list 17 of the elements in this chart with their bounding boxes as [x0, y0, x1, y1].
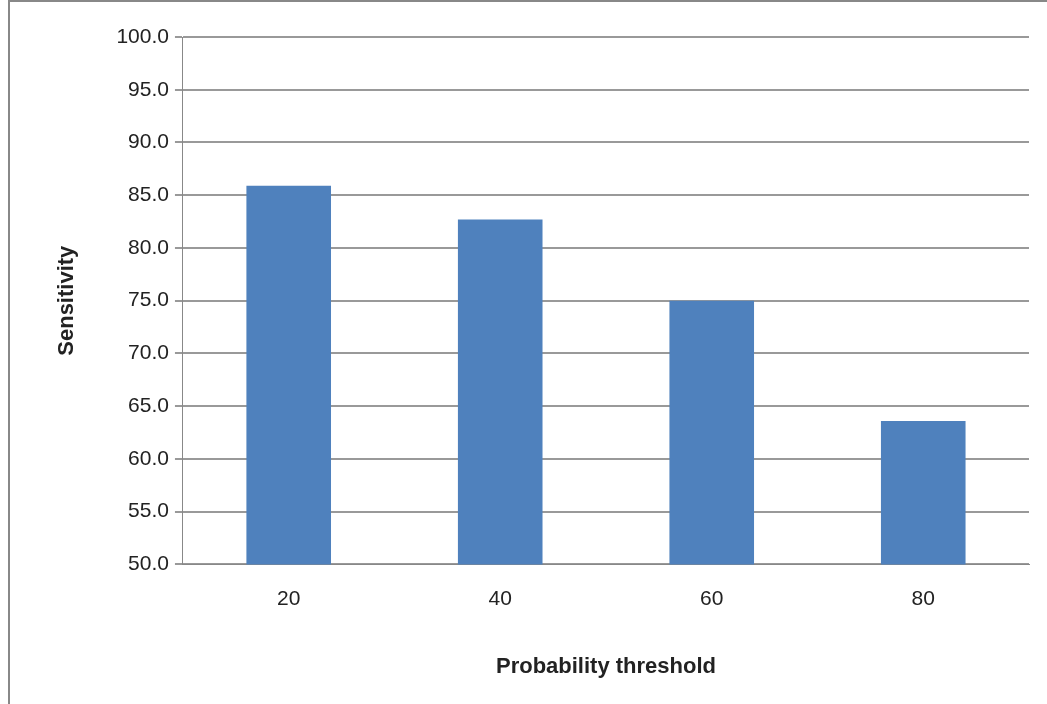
- y-tick-label: 70.0: [128, 340, 169, 364]
- y-tick-label: 100.0: [116, 23, 169, 47]
- x-tick-label: 40: [488, 585, 512, 609]
- x-tick-label: 20: [277, 585, 301, 609]
- y-tick-label: 60.0: [128, 445, 169, 469]
- y-axis-title: Sensitivity: [53, 244, 79, 356]
- y-tick-label: 55.0: [128, 498, 169, 522]
- y-tick-label: 65.0: [128, 392, 169, 416]
- y-tick-label: 95.0: [128, 76, 169, 100]
- y-tick-label: 85.0: [128, 182, 169, 206]
- y-tick-label: 50.0: [128, 551, 169, 575]
- y-tick-label: 75.0: [128, 287, 169, 311]
- y-tick-label: 80.0: [128, 234, 169, 258]
- y-tick-label: 90.0: [128, 129, 169, 153]
- x-axis-title: Probability threshold: [495, 652, 716, 678]
- x-tick-label: 60: [700, 585, 724, 609]
- x-tick-label: 80: [911, 585, 935, 609]
